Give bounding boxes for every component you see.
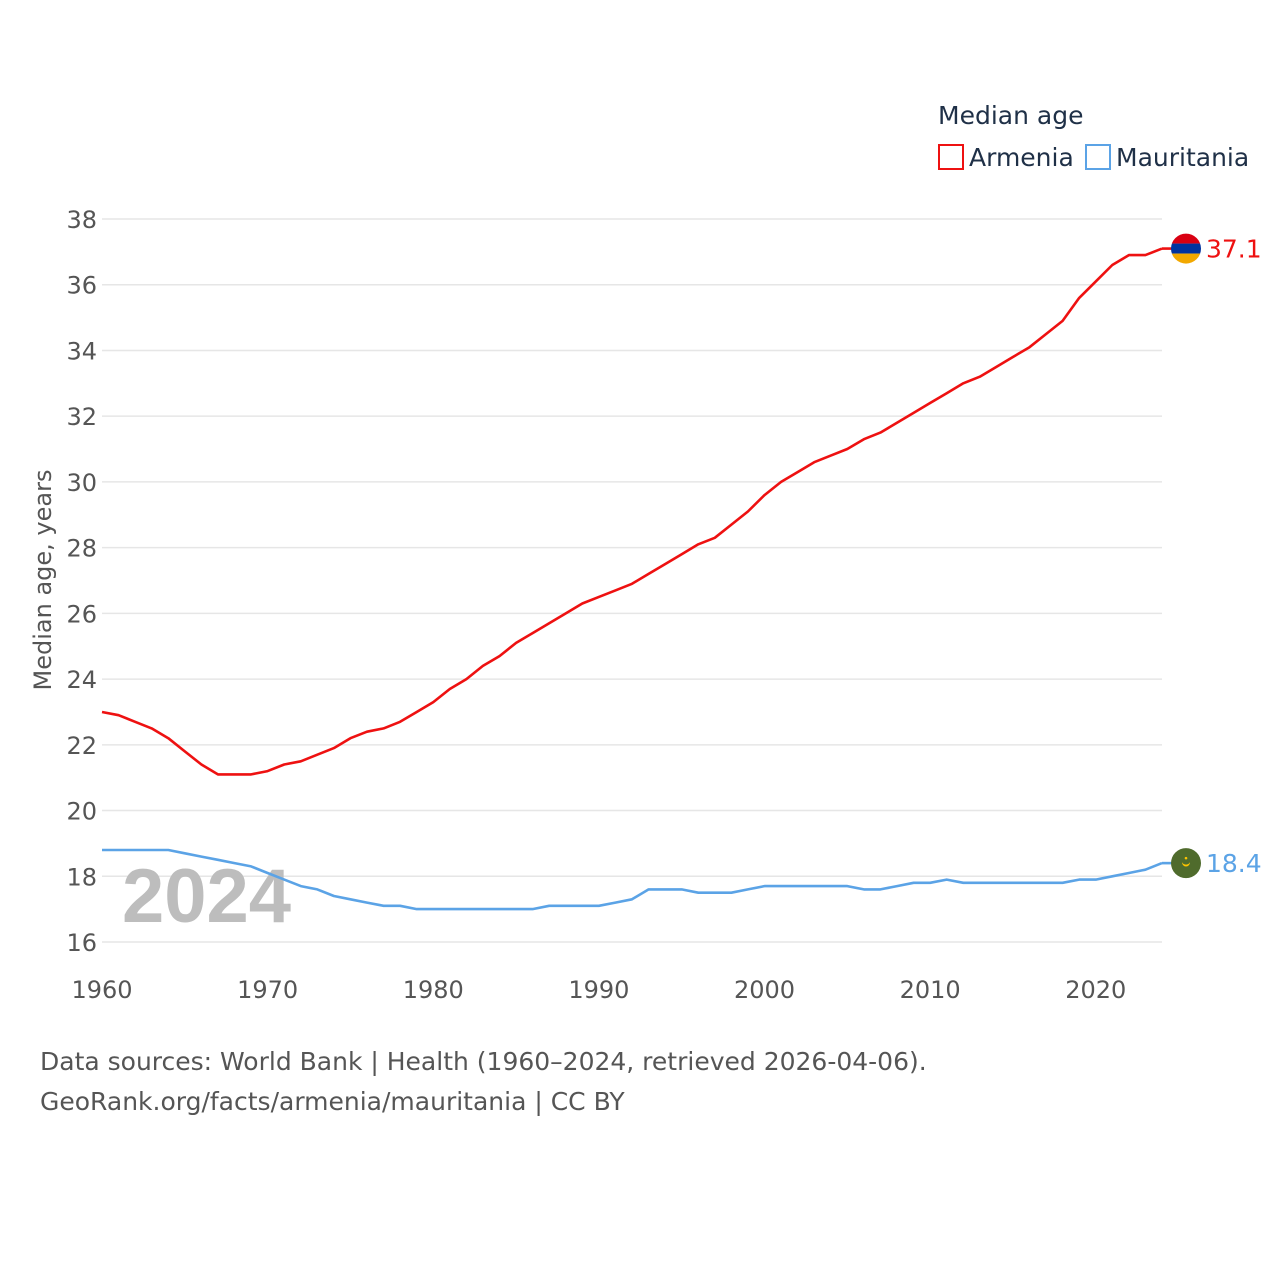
gridlines — [102, 218, 1162, 943]
data-source-note: Data sources: World Bank | Health (1960–… — [40, 1047, 927, 1076]
end-markers: 37.1 18.4 — [1162, 233, 1262, 879]
line-chart: 16 18 20 22 24 26 28 30 32 34 36 38 1960 1970 1980 199… — [29, 101, 1262, 1004]
series-line-mauritania[interactable] — [102, 848, 1163, 911]
y-tick-label: 38 — [66, 206, 97, 234]
legend-label-mauritania[interactable]: Mauritania — [1116, 143, 1249, 172]
x-tick-label: 2000 — [734, 976, 795, 1004]
y-tick-label: 22 — [66, 732, 97, 760]
end-value-label-mauritania: 18.4 — [1206, 849, 1262, 878]
legend-label-armenia[interactable]: Armenia — [969, 143, 1074, 172]
year-watermark: 2024 — [122, 854, 291, 939]
y-tick-label: 24 — [66, 666, 97, 694]
y-tick-label: 26 — [66, 600, 97, 628]
y-tick-label: 20 — [66, 798, 97, 826]
series-lines — [101, 247, 1163, 911]
x-tick-label: 1960 — [71, 976, 132, 1004]
y-tick-label: 36 — [66, 272, 97, 300]
x-tick-label: 2020 — [1065, 976, 1126, 1004]
x-tick-label: 1990 — [568, 976, 629, 1004]
y-tick-label: 16 — [66, 929, 97, 957]
source-link[interactable]: GeoRank.org/facts/armenia/mauritania | C… — [40, 1087, 625, 1116]
y-tick-label: 30 — [66, 469, 97, 497]
y-tick-label: 18 — [66, 863, 97, 891]
x-tick-label: 1970 — [237, 976, 298, 1004]
legend-swatch-armenia[interactable] — [938, 144, 964, 170]
y-axis-label: Median age, years — [29, 470, 57, 691]
armenia-flag-icon — [1171, 233, 1201, 264]
series-line-armenia[interactable] — [101, 247, 1163, 776]
legend-swatch-mauritania[interactable] — [1085, 144, 1111, 170]
x-tick-label: 2010 — [900, 976, 961, 1004]
y-tick-label: 28 — [66, 535, 97, 563]
mauritania-flag-icon — [1171, 848, 1201, 879]
legend-title: Median age — [938, 101, 1083, 130]
y-axis-ticks: 16 18 20 22 24 26 28 30 32 34 36 38 — [66, 206, 97, 957]
end-value-label-armenia: 37.1 — [1206, 235, 1262, 264]
x-axis-ticks: 1960 1970 1980 1990 2000 2010 2020 — [71, 976, 1126, 1004]
footer: Data sources: World Bank | Health (1960–… — [40, 1042, 927, 1122]
y-tick-label: 32 — [66, 403, 97, 431]
legend: Median age Armenia Mauritania — [938, 101, 1249, 172]
x-tick-label: 1980 — [403, 976, 464, 1004]
y-tick-label: 34 — [66, 337, 97, 365]
